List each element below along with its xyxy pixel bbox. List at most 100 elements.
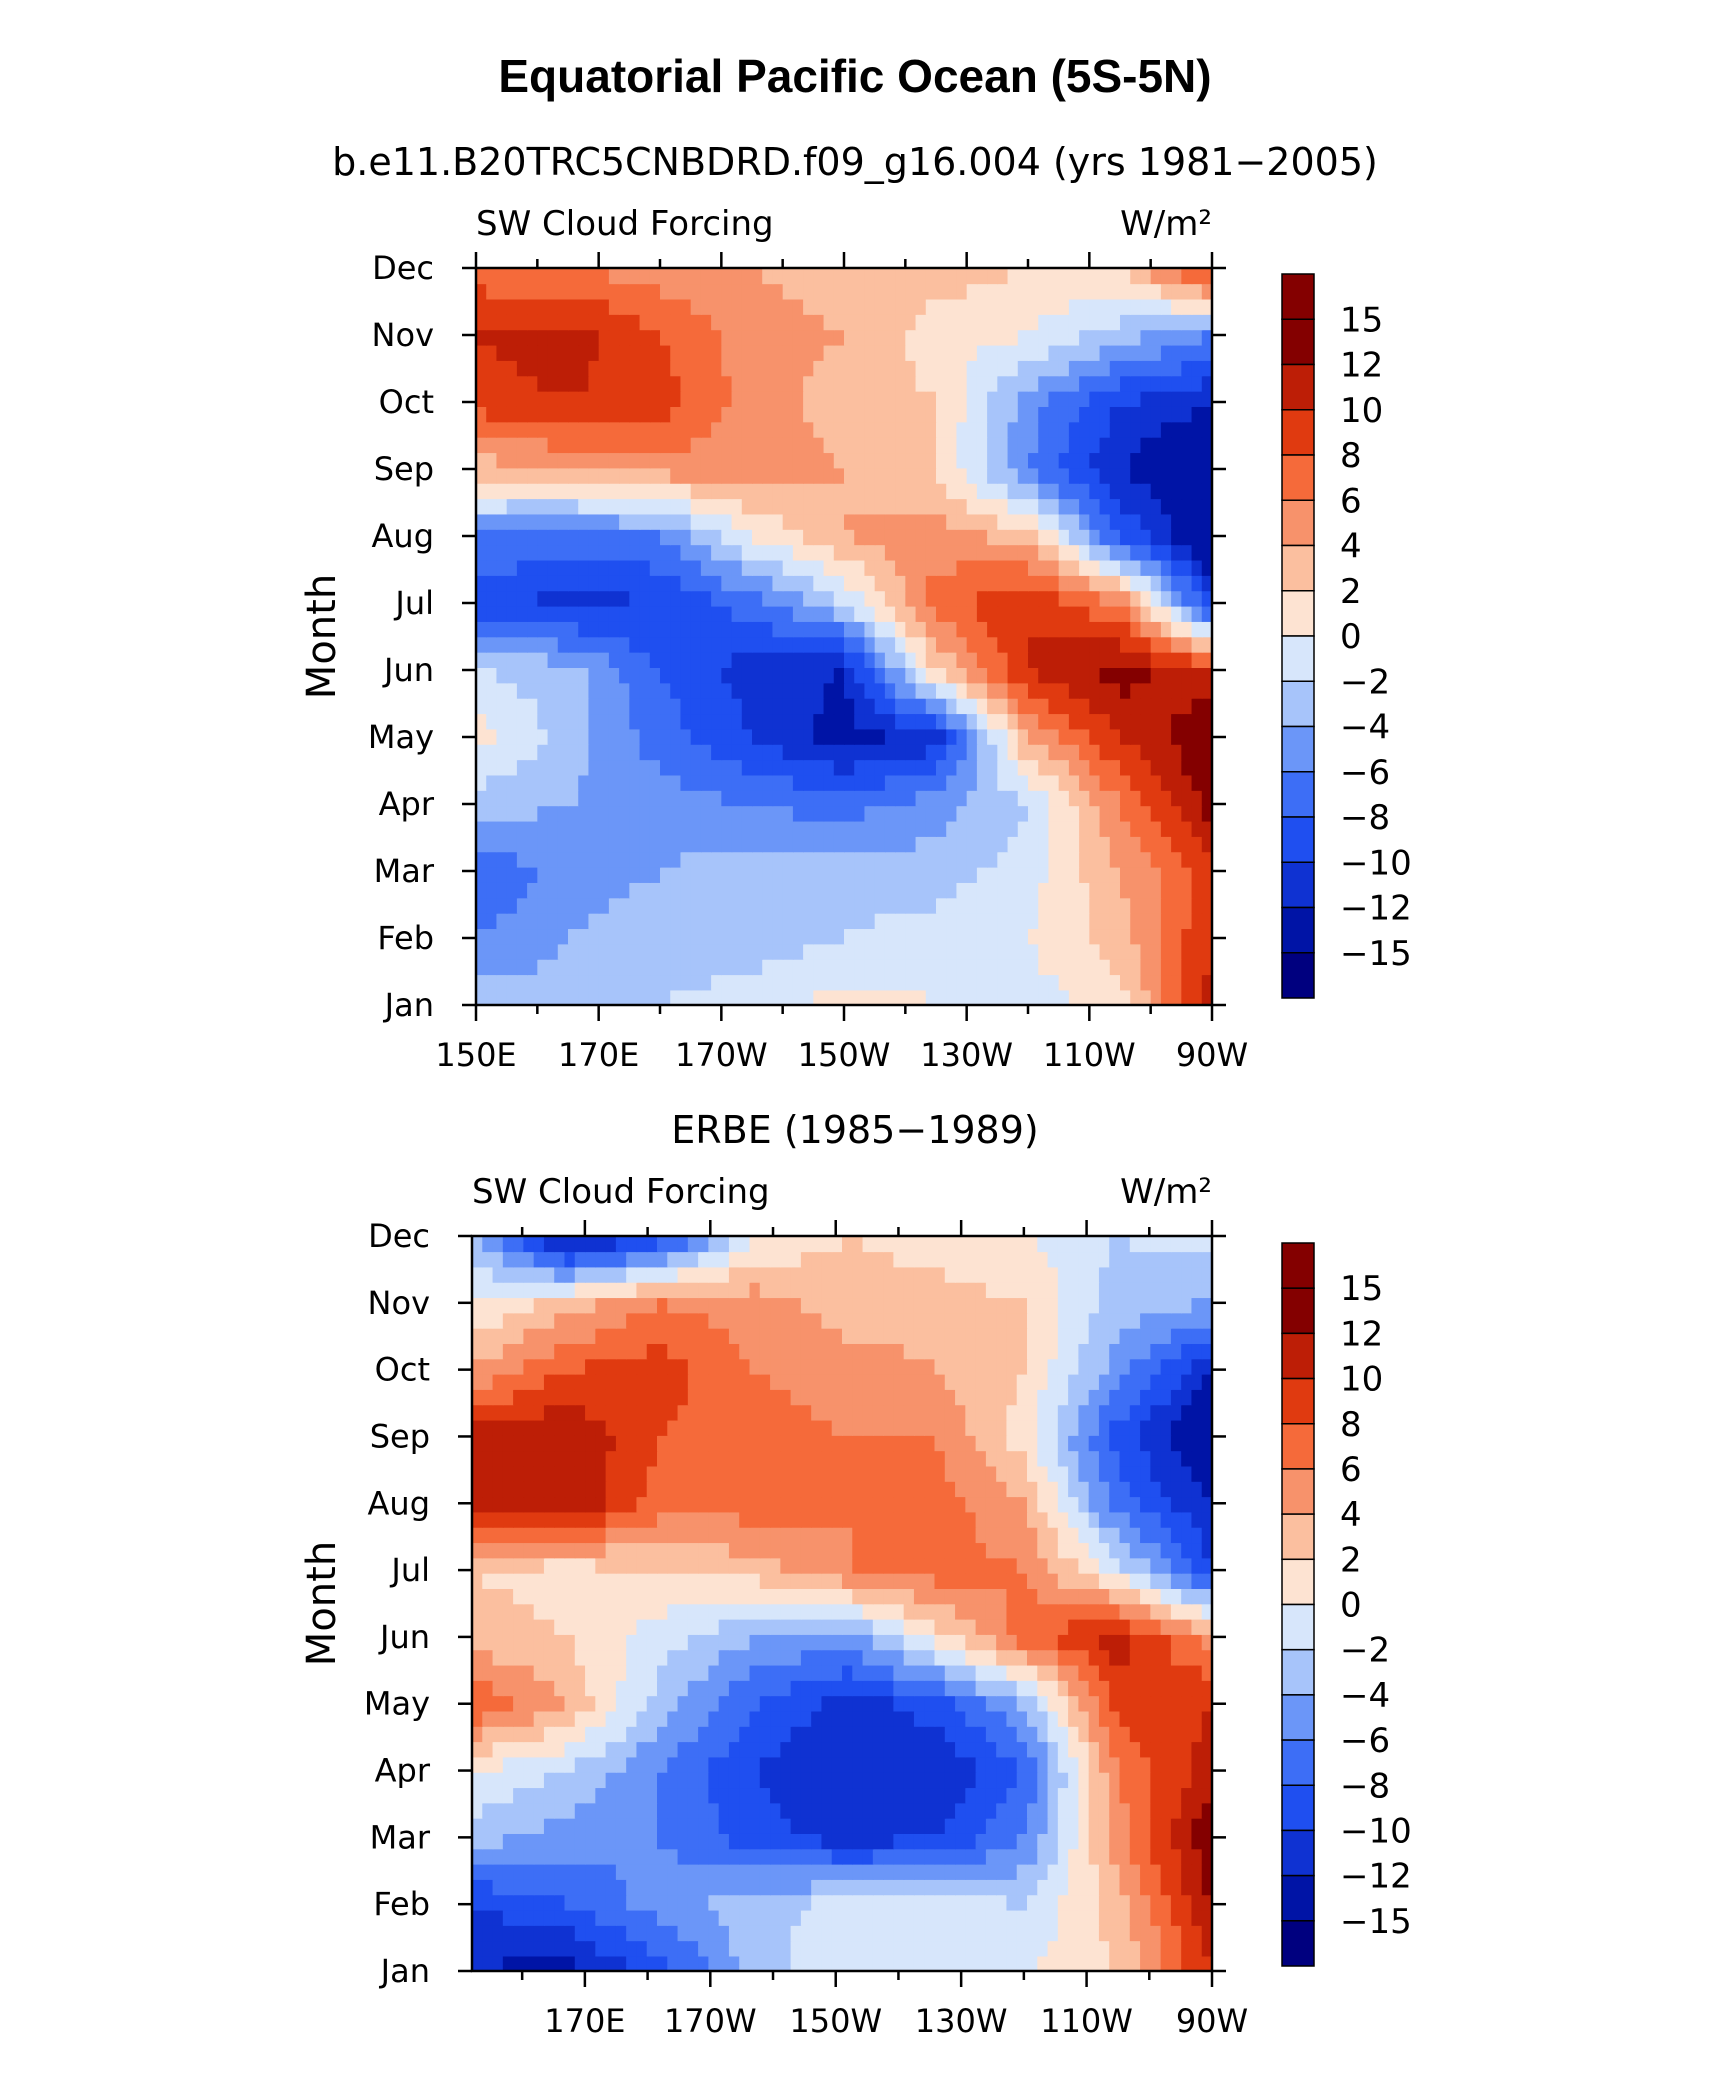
heatmap-cell: [915, 283, 927, 300]
heatmap-cell: [639, 544, 651, 561]
heatmap-cell: [874, 667, 886, 684]
heatmap-cell: [792, 697, 804, 715]
heatmap-cell: [936, 774, 948, 791]
heatmap-cell: [864, 360, 876, 377]
heatmap-cell: [1017, 314, 1029, 331]
heatmap-cell: [670, 728, 682, 745]
heatmap-cell: [915, 974, 927, 991]
heatmap-cell: [1119, 1848, 1131, 1865]
heatmap-cell: [680, 728, 692, 745]
heatmap-cell: [516, 728, 528, 745]
heatmap-cell: [1038, 498, 1050, 515]
heatmap-cell: [844, 421, 856, 438]
heatmap-cell: [1140, 529, 1152, 546]
heatmap-cell: [537, 298, 549, 315]
heatmap-cell: [780, 1817, 792, 1834]
heatmap-cell: [759, 1710, 771, 1727]
heatmap-cell: [482, 1726, 494, 1743]
heatmap-cell: [547, 559, 559, 576]
heatmap-cell: [772, 283, 784, 300]
heatmap-cell: [547, 421, 559, 438]
heatmap-cell: [670, 482, 682, 500]
heatmap-cell: [731, 513, 743, 530]
heatmap-cell: [987, 928, 999, 945]
heatmap-cell: [976, 759, 988, 776]
heatmap-cell: [831, 1756, 843, 1773]
heatmap-cell: [721, 421, 733, 438]
heatmap-cell: [496, 697, 508, 715]
heatmap-cell: [1171, 866, 1183, 883]
heatmap-cell: [731, 467, 743, 484]
heatmap-cell: [496, 759, 508, 776]
heatmap-cell: [905, 406, 917, 423]
heatmap-cell: [639, 375, 651, 392]
heatmap-cell: [1007, 943, 1019, 960]
heatmap-cell: [1119, 1695, 1131, 1712]
heatmap-cell: [523, 1680, 535, 1697]
heatmap-cell: [588, 820, 600, 837]
heatmap-cell: [639, 974, 651, 991]
heatmap-cell: [752, 498, 764, 515]
heatmap-cell: [1120, 605, 1132, 622]
heatmap-cell: [1007, 667, 1019, 684]
heatmap-cell: [578, 912, 590, 930]
heatmap-cell: [476, 605, 488, 622]
heatmap-cell: [728, 1955, 741, 1972]
heatmap-cell: [687, 1664, 699, 1681]
heatmap-cell: [1170, 1925, 1182, 1942]
heatmap-cell: [698, 1680, 710, 1697]
heatmap-cell: [741, 958, 753, 976]
heatmap-cell: [741, 498, 753, 515]
heatmap-cell: [615, 1726, 627, 1743]
heatmap-cell: [608, 482, 620, 500]
heatmap-cell: [527, 943, 539, 960]
heatmap-cell: [1007, 882, 1019, 899]
heatmap-cell: [1109, 897, 1121, 914]
heatmap-cell: [854, 544, 866, 561]
heatmap-cell: [619, 452, 631, 469]
heatmap-cell: [527, 728, 539, 745]
heatmap-cell: [1150, 1802, 1162, 1819]
heatmap-cell: [1099, 851, 1111, 868]
heatmap-cell: [608, 390, 620, 407]
heatmap-cell: [833, 851, 845, 868]
heatmap-cell: [1037, 1756, 1049, 1773]
heatmap-cell: [731, 897, 743, 914]
heatmap-cell: [608, 759, 620, 776]
heatmap-cell: [966, 605, 978, 622]
heatmap-cell: [537, 360, 549, 377]
heatmap-cell: [813, 667, 825, 684]
heatmap-cell: [585, 1802, 597, 1819]
heatmap-cell: [1120, 436, 1132, 454]
heatmap-cell: [739, 1833, 751, 1850]
heatmap-cell: [598, 406, 610, 423]
heatmap-cell: [711, 928, 723, 945]
heatmap-cell: [741, 759, 753, 776]
heatmap-cell: [700, 713, 712, 730]
heatmap-cell: [1140, 1741, 1152, 1758]
heatmap-cell: [741, 406, 753, 423]
heatmap-cell: [537, 636, 549, 653]
heatmap-cell: [700, 590, 712, 607]
heatmap-cell: [516, 482, 528, 500]
heatmap-cell: [997, 575, 1009, 592]
heatmap-cell: [925, 559, 937, 576]
heatmap-cell: [1099, 989, 1111, 1006]
heatmap-cell: [629, 743, 641, 761]
heatmap-cell: [893, 1756, 905, 1773]
heatmap-cell: [680, 851, 692, 868]
heatmap-cell: [1048, 283, 1060, 300]
heatmap-cell: [976, 713, 988, 730]
heatmap-cell: [955, 1833, 967, 1850]
heatmap-cell: [564, 1833, 576, 1850]
heatmap-cell: [1191, 851, 1203, 868]
heatmap-cell: [772, 866, 784, 883]
heatmap-cell: [1078, 1848, 1090, 1865]
heatmap-cell: [1068, 436, 1080, 454]
heatmap-cell: [1047, 1955, 1059, 1972]
heatmap-cell: [649, 283, 661, 300]
heatmap-cell: [1191, 743, 1203, 761]
heatmap-cell: [823, 559, 835, 576]
heatmap-cell: [913, 1925, 926, 1942]
heatmap-cell: [1017, 790, 1029, 807]
